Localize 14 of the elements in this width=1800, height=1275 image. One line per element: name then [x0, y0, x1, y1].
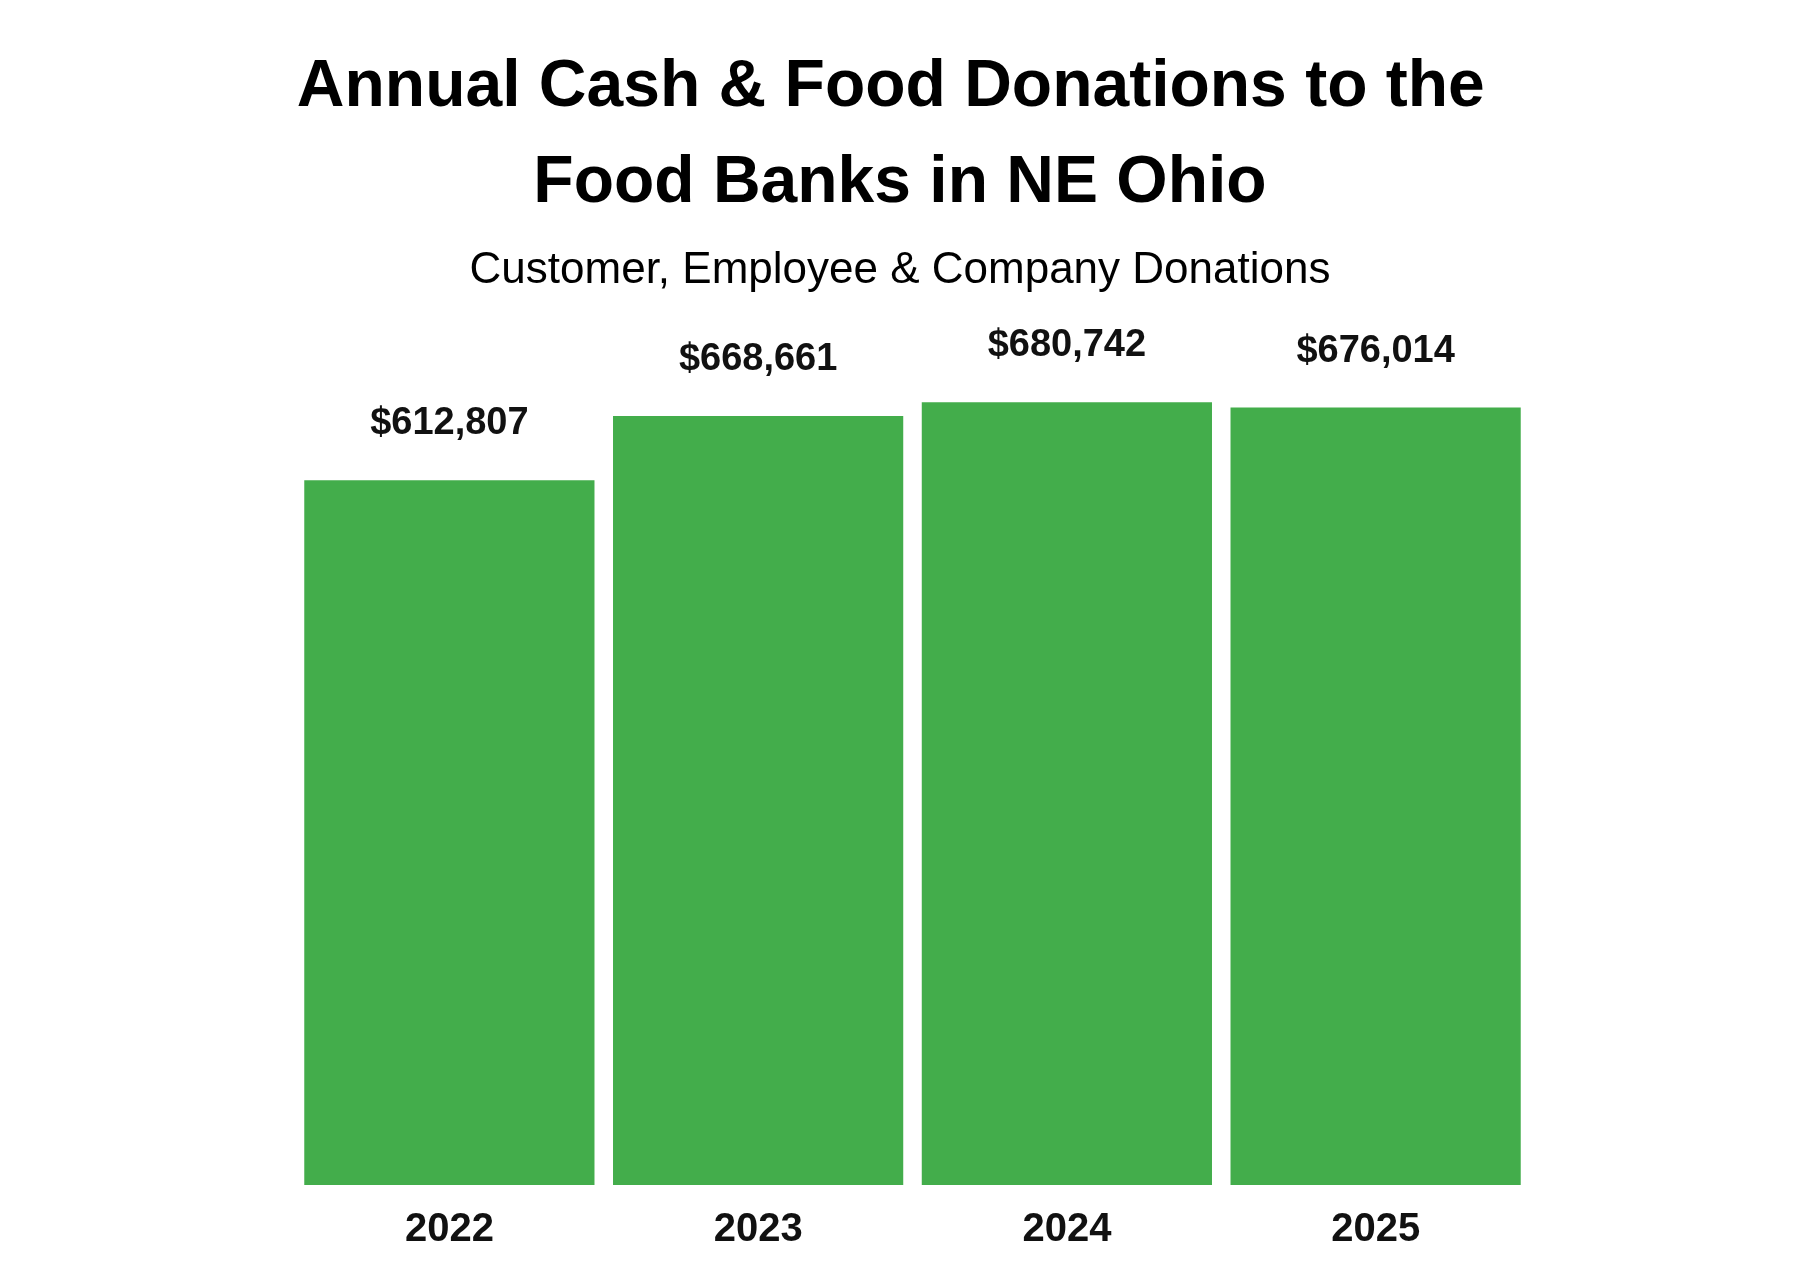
chart-title: Annual Cash & Food Donations to the Food Banks in NE Ohio — [296, 46, 1504, 216]
data-label: $668,661 — [678, 336, 838, 379]
x-tick-label: 2023 — [713, 1205, 803, 1249]
data-label: $676,014 — [1296, 327, 1455, 370]
bar — [613, 416, 904, 1185]
data-label: $612,807 — [370, 400, 529, 443]
bar — [921, 402, 1212, 1185]
bar — [1230, 407, 1521, 1185]
x-tick-label: 2024 — [1022, 1205, 1113, 1249]
x-tick-label: 2025 — [1331, 1205, 1421, 1249]
chart-subtitle: Customer, Employee & Company Donations — [469, 242, 1331, 292]
data-label: $680,742 — [987, 322, 1147, 365]
bar — [304, 480, 595, 1185]
x-tick-label: 2022 — [404, 1205, 494, 1249]
